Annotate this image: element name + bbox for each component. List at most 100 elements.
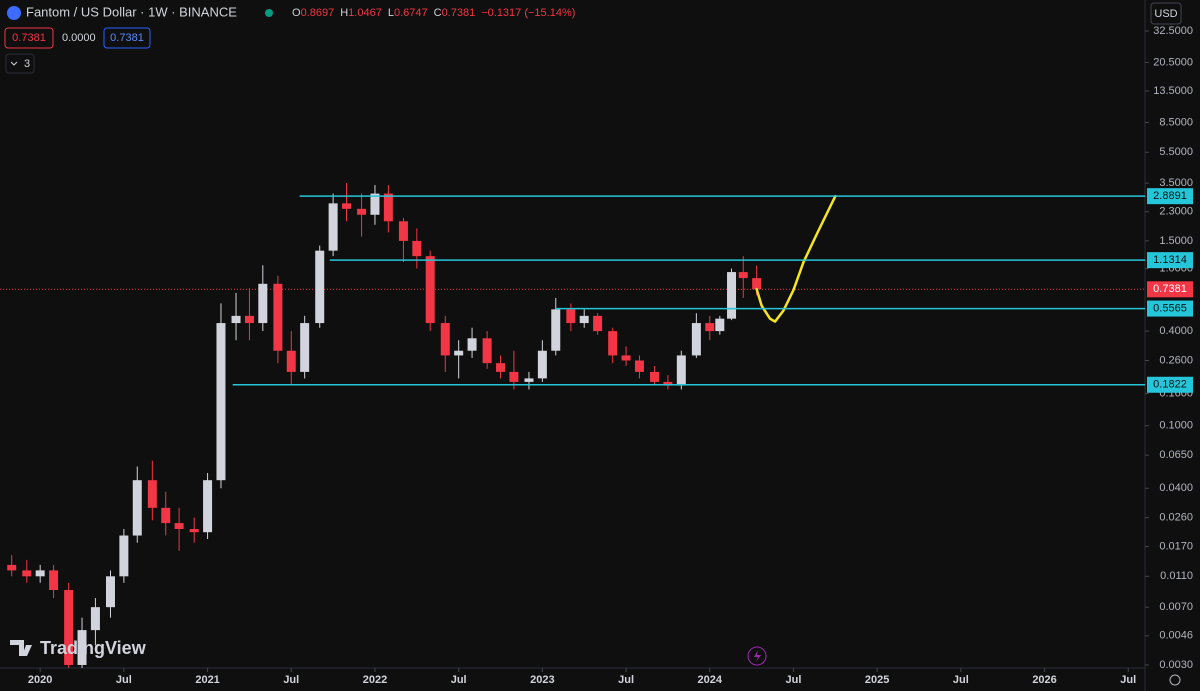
candle-body [691, 323, 701, 356]
ohlc-value: 0.6747 [394, 7, 428, 19]
y-tick-label: 0.0046 [1159, 630, 1193, 642]
level-badge [1147, 300, 1193, 317]
candle-body [727, 272, 737, 319]
y-tick-label: 5.5000 [1159, 146, 1193, 158]
candle-body [105, 576, 115, 608]
x-tick-label: 2026 [1032, 674, 1056, 686]
sell-box[interactable] [4, 27, 54, 49]
candle-body [537, 350, 547, 379]
y-tick-label: 0.2600 [1159, 354, 1193, 366]
candle-body [496, 363, 506, 372]
candle-body [147, 480, 157, 508]
candle-body [64, 590, 74, 665]
candle-body [216, 323, 226, 481]
candle-body [119, 535, 129, 577]
candle-body [383, 193, 393, 222]
ohlc-prefix: H [340, 7, 348, 19]
y-tick-label: 3.5000 [1159, 177, 1193, 189]
y-tick-label: 0.0070 [1159, 601, 1193, 613]
x-tick-label: 2024 [698, 674, 723, 686]
candle-body [90, 607, 100, 631]
level-label: 0.1822 [1153, 379, 1187, 391]
candle-body [273, 283, 283, 351]
candle-body [315, 250, 325, 324]
candle-body [524, 378, 534, 382]
candle-body [49, 570, 59, 591]
lightning [754, 650, 761, 662]
candle-body [258, 283, 268, 324]
indicators-toggle[interactable] [5, 53, 35, 74]
ohlc-value: 0.7381 [442, 7, 476, 19]
ohlc-prefix: L [388, 7, 394, 19]
level-label: 1.1314 [1153, 254, 1187, 266]
candle-body [286, 350, 296, 372]
candle-body [593, 315, 603, 332]
candle-body [161, 507, 171, 524]
candle-body [454, 350, 464, 356]
plot-area [0, 183, 1145, 668]
events-icon[interactable] [747, 646, 767, 666]
y-tick-label: 20.5000 [1153, 56, 1193, 68]
y-tick-label: 8.5000 [1159, 116, 1193, 128]
x-tick-label: Jul [116, 674, 132, 686]
level-label: 0.5565 [1153, 302, 1187, 314]
x-tick-label: 2022 [363, 674, 387, 686]
candle-body [189, 529, 199, 533]
candle-body [608, 331, 618, 356]
candle-body [482, 338, 492, 364]
candle-body [22, 570, 32, 577]
settings-icon[interactable] [1169, 674, 1181, 686]
candle-body [509, 371, 519, 382]
ohlc-change: −0.1317 (−15.14%) [481, 7, 575, 19]
candle-body [634, 360, 644, 372]
buy-box[interactable] [103, 27, 151, 49]
candle-body [231, 315, 241, 324]
currency: USD [1154, 8, 1177, 20]
candle-body [676, 355, 686, 386]
candle-body [35, 570, 45, 577]
ohlc-prefix: C [434, 7, 442, 19]
last-price-badge [1147, 281, 1193, 298]
y-tick-label: 0.0260 [1159, 512, 1193, 524]
candle-body [132, 480, 142, 536]
candle-body [663, 381, 673, 386]
spread: 0.0000 [62, 32, 96, 44]
x-tick-label: 2021 [195, 674, 219, 686]
y-tick-label: 0.0170 [1159, 541, 1193, 553]
candle-body [412, 240, 422, 257]
level-badge [1147, 252, 1193, 269]
y-tick-label: 13.5000 [1153, 85, 1193, 97]
x-tick-label: Jul [618, 674, 634, 686]
y-tick-label: 0.0030 [1159, 659, 1193, 671]
x-tick-label: Jul [1120, 674, 1136, 686]
candle-body [738, 272, 748, 279]
candle-body [440, 323, 450, 356]
x-tick-label: Jul [786, 674, 802, 686]
candle-body [551, 309, 561, 351]
y-tick-label: 0.4000 [1159, 325, 1193, 337]
candle-body [425, 256, 435, 324]
x-tick-label: Jul [953, 674, 969, 686]
brand-logo [10, 640, 32, 656]
x-tick-label: 2020 [28, 674, 52, 686]
candle-body [752, 278, 762, 290]
projection-curve [755, 194, 837, 323]
candle-body [174, 523, 184, 530]
y-tick-label: 32.5000 [1153, 25, 1193, 37]
candle-body [621, 355, 631, 361]
brand: TradingView [40, 638, 147, 658]
candle-body [370, 193, 380, 215]
last-price-label: 0.7381 [1153, 283, 1187, 295]
candle-body [244, 315, 254, 324]
x-tick-label: Jul [451, 674, 467, 686]
currency-button[interactable] [1150, 2, 1182, 25]
market-status [265, 9, 273, 17]
level-badge [1147, 376, 1193, 393]
candle-body [77, 630, 87, 665]
candle-body [705, 323, 715, 332]
chevron [10, 61, 18, 66]
ohlc-value: 1.0467 [348, 7, 382, 19]
